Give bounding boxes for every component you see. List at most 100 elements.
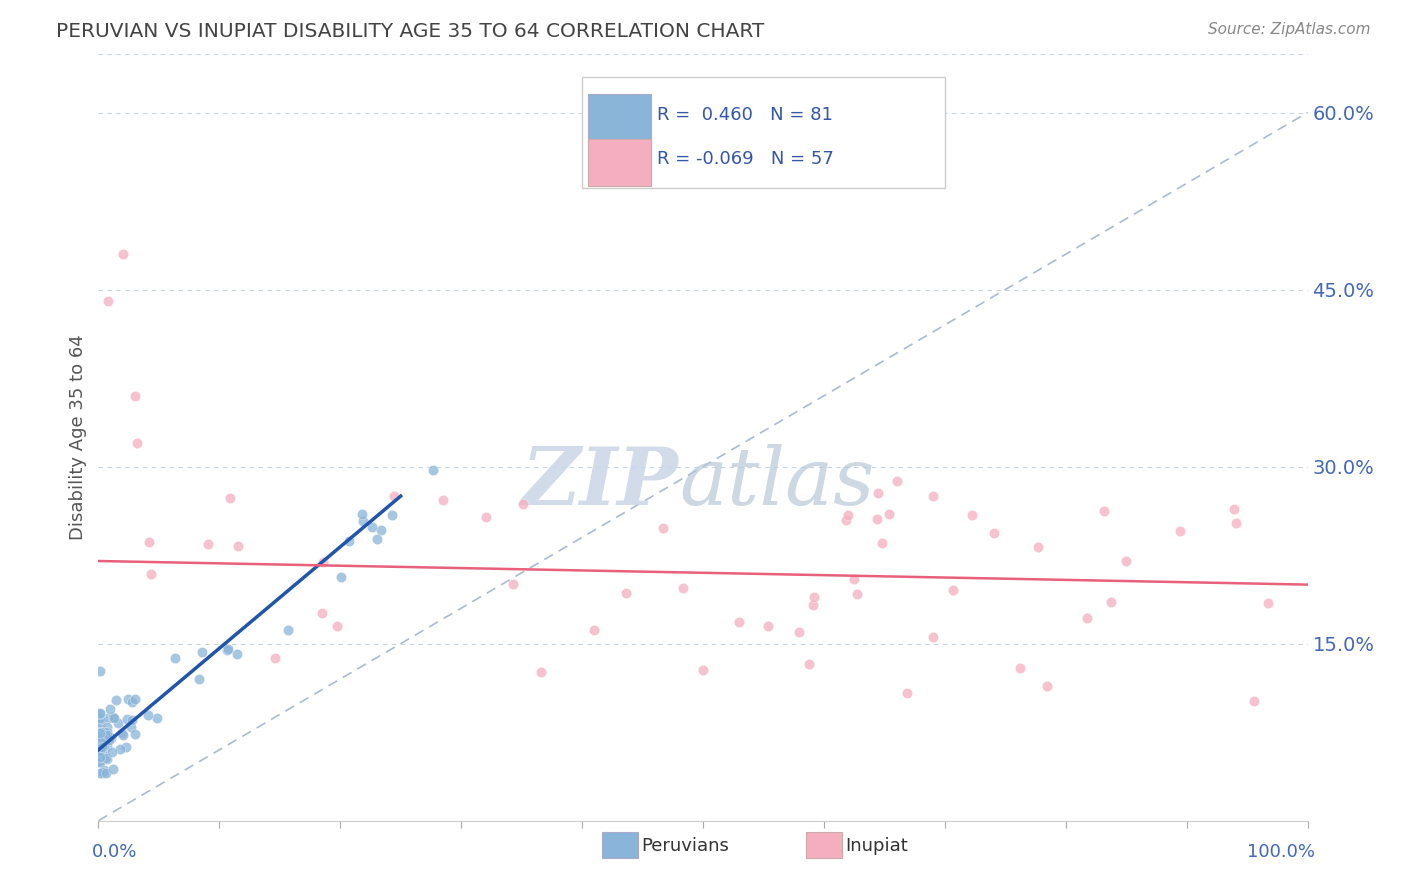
Text: R = -0.069   N = 57: R = -0.069 N = 57 [657,151,834,169]
Point [96,728,118,742]
Point [94,724,117,739]
Point [787,624,810,639]
Point [652,520,675,534]
Point [277,623,299,637]
Point [117,692,139,706]
Point [381,508,404,522]
Point [90,725,112,739]
Point [97,294,120,309]
Point [432,492,454,507]
Point [382,489,405,503]
Point [983,526,1005,541]
Point [89,766,111,780]
Point [226,648,249,662]
Point [89,726,111,740]
Point [1076,611,1098,625]
FancyBboxPatch shape [582,77,945,188]
Point [127,436,149,450]
Point [530,665,553,679]
Point [352,508,374,522]
Point [801,598,824,612]
Point [89,744,111,758]
Point [886,474,908,488]
Point [835,513,858,527]
Point [872,536,894,550]
Point [370,523,392,537]
Point [89,735,111,749]
Point [90,712,112,726]
Point [922,631,945,645]
Point [90,739,112,754]
Point [217,642,239,657]
Point [96,752,118,766]
Point [1257,596,1279,610]
Point [90,735,112,749]
Point [121,695,143,709]
Point [692,663,714,677]
Point [1026,540,1049,554]
Point [1036,679,1059,693]
Point [799,657,821,671]
Point [93,739,115,753]
Point [165,651,187,665]
Point [96,724,118,739]
Point [111,726,134,740]
Point [93,749,115,764]
Point [111,247,134,261]
Point [101,746,124,760]
Point [422,463,444,477]
Point [89,750,111,764]
Point [330,569,353,583]
Point [672,581,695,595]
Point [474,510,496,524]
Point [108,742,131,756]
Point [91,765,114,780]
Point [197,537,219,551]
Point [1092,504,1115,518]
Point [89,715,111,730]
Point [921,489,943,503]
Point [103,711,125,725]
Text: PERUVIAN VS INUPIAT DISABILITY AGE 35 TO 64 CORRELATION CHART: PERUVIAN VS INUPIAT DISABILITY AGE 35 TO… [56,22,765,41]
Point [896,686,918,700]
Point [845,587,868,601]
Text: R =  0.460   N = 81: R = 0.460 N = 81 [657,106,832,124]
Point [1099,595,1122,609]
Point [89,706,111,720]
Point [124,727,146,741]
Point [94,733,117,747]
Point [107,716,129,731]
Point [114,739,136,754]
Point [91,765,114,780]
Point [138,534,160,549]
Text: 0.0%: 0.0% [91,843,136,861]
Text: ZIP: ZIP [522,444,679,522]
Point [94,751,117,765]
Point [866,512,889,526]
Point [1168,524,1191,538]
Point [145,711,167,725]
Point [1115,554,1137,568]
Text: atlas: atlas [679,444,875,522]
Point [93,763,115,777]
Point [98,702,121,716]
Point [103,710,125,724]
Point [1243,694,1265,708]
Point [97,732,120,747]
Point [89,706,111,721]
Point [942,583,965,598]
Point [877,507,900,521]
Point [215,643,238,657]
Point [960,508,983,522]
Point [124,389,146,403]
Point [352,514,374,528]
Point [100,731,122,746]
Point [366,532,388,546]
Point [842,572,865,586]
Point [89,711,111,725]
Point [191,645,214,659]
FancyBboxPatch shape [588,95,651,142]
Point [866,486,889,500]
Point [124,691,146,706]
Text: Inupiat: Inupiat [845,837,908,855]
